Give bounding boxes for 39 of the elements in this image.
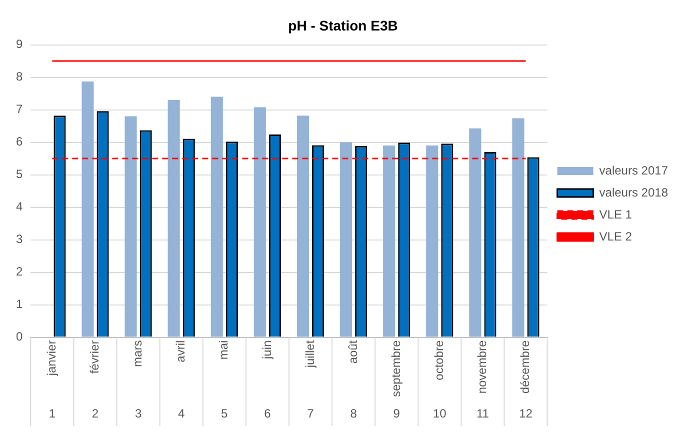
- legend-label: VLE 2: [599, 229, 632, 244]
- y-tick-label: 2: [16, 264, 23, 279]
- y-tick-label: 9: [16, 37, 23, 52]
- y-tick-label: 1: [16, 297, 23, 312]
- text: 5: [221, 406, 228, 420]
- x-tick-label: décembre: [518, 340, 532, 394]
- text: 2: [92, 406, 99, 420]
- y-tick-label: 3: [16, 232, 23, 246]
- x-tick-label: février: [88, 340, 102, 374]
- y-tick-label: 0: [16, 330, 23, 344]
- x-tick-label: septembre: [388, 340, 403, 398]
- x-tick-label: novembre: [475, 340, 490, 394]
- x-tick-label: mai: [216, 340, 231, 360]
- text: 11: [476, 406, 490, 420]
- text: 9: [393, 406, 400, 420]
- x-tick-label: avril: [174, 340, 188, 362]
- legend-label: valeurs 2017: [599, 163, 668, 178]
- legend-label: VLE 1: [599, 207, 632, 222]
- y-tick-label: 8: [16, 70, 23, 84]
- text: 6: [264, 406, 272, 420]
- y-tick-label: 4: [16, 200, 23, 214]
- text: 1: [48, 406, 56, 420]
- x-tick-label: octobre: [432, 340, 446, 380]
- x-tick-label: août: [346, 340, 360, 364]
- text: 7: [307, 406, 314, 420]
- text: 3: [134, 406, 142, 420]
- text: 8: [350, 406, 358, 420]
- x-tick-label: juillet: [302, 340, 317, 369]
- text: 4: [178, 406, 186, 420]
- text: 12: [519, 406, 533, 420]
- x-tick-label: juin: [260, 340, 274, 360]
- y-tick-label: 5: [16, 167, 23, 182]
- text: 10: [432, 406, 447, 420]
- legend-label: valeurs 2018: [599, 185, 668, 200]
- y-tick-label: 7: [16, 102, 23, 116]
- y-tick-label: 6: [16, 134, 23, 149]
- chart-title: pH - Station E3B: [288, 17, 398, 34]
- x-tick-label: janvier: [44, 340, 59, 377]
- x-tick-label: mars: [130, 340, 145, 367]
